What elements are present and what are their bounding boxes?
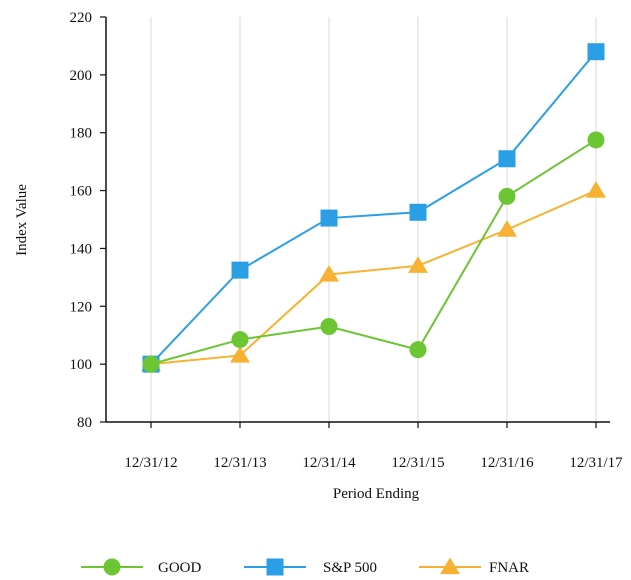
point-s-p-500-12-31-13 (231, 261, 249, 279)
point-s-p-500-12-31-16 (498, 150, 516, 168)
y-tick-label-80: 80 (77, 415, 92, 431)
legend: GOOD S&P 500 FNAR (81, 557, 529, 576)
legend-label-s-p-500: S&P 500 (323, 560, 377, 576)
series-good (142, 131, 605, 373)
legend-label-fnar: FNAR (489, 560, 529, 576)
legend-marker-s-p-500 (266, 558, 284, 576)
y-axis-title: Index Value (14, 184, 30, 256)
x-tick-label-12-31-12: 12/31/12 (124, 455, 177, 471)
series-layer (141, 43, 606, 373)
y-tick-label-220: 220 (70, 10, 93, 26)
point-fnar-12-31-15 (408, 256, 428, 273)
x-tick-label-12-31-16: 12/31/16 (480, 455, 534, 471)
x-axis-title: Period Ending (333, 486, 420, 502)
point-fnar-12-31-14 (319, 264, 339, 282)
point-fnar-12-31-13 (230, 345, 250, 363)
x-axis-ticks: 12/31/12 12/31/13 12/31/14 12/31/15 12/31/16… (124, 422, 623, 471)
legend-item-fnar: FNAR (419, 557, 529, 576)
legend-marker-good (103, 558, 121, 576)
point-good-12-31-12 (142, 355, 160, 373)
legend-marker-fnar (440, 557, 460, 575)
point-good-12-31-15 (409, 341, 427, 359)
legend-item-good: GOOD (81, 558, 201, 576)
series-line-s-p-500 (150, 51, 597, 365)
y-axis-ticks: 80 100 120 140 160 180 200 220 (70, 10, 106, 431)
y-tick-label-120: 120 (70, 299, 93, 315)
point-good-12-31-14 (320, 318, 338, 336)
series-line-good (150, 139, 597, 366)
y-tick-label-180: 180 (70, 126, 93, 142)
x-tick-label-12-31-17: 12/31/17 (569, 455, 623, 471)
point-s-p-500-12-31-15 (409, 203, 427, 221)
x-tick-label-12-31-13: 12/31/13 (213, 455, 266, 471)
axes (105, 17, 610, 423)
y-tick-label-200: 200 (70, 68, 93, 84)
y-tick-label-140: 140 (70, 241, 93, 257)
point-s-p-500-12-31-14 (320, 209, 338, 227)
y-tick-label-160: 160 (70, 184, 93, 200)
point-fnar-12-31-17 (586, 181, 606, 198)
legend-label-good: GOOD (158, 560, 201, 576)
point-good-12-31-16 (498, 187, 516, 205)
y-tick-label-100: 100 (70, 357, 93, 373)
series-s-p-500 (142, 43, 605, 373)
series-line-fnar (150, 189, 597, 366)
point-s-p-500-12-31-17 (587, 43, 605, 61)
legend-item-s-p-500: S&P 500 (244, 558, 377, 576)
series-fnar (141, 181, 606, 372)
x-tick-label-12-31-14: 12/31/14 (302, 455, 356, 471)
point-good-12-31-17 (587, 131, 605, 149)
point-fnar-12-31-16 (497, 220, 517, 237)
point-good-12-31-13 (231, 331, 249, 349)
x-tick-label-12-31-15: 12/31/15 (391, 455, 444, 471)
